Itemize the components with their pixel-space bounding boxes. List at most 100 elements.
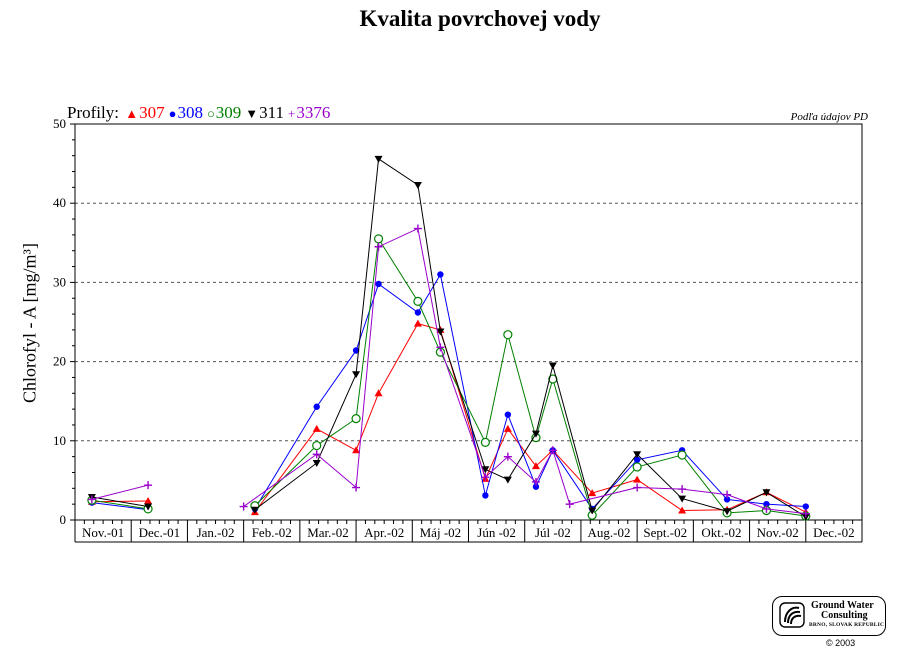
data-point-3376 [565,500,574,509]
data-point-308 [532,483,540,490]
data-point-309 [351,414,361,424]
data-point-3376 [144,481,153,490]
x-tick-label: Aug.-02 [588,525,631,540]
x-tick-label: Mar.-02 [307,525,349,540]
x-tick-label: Okt.-02 [701,525,741,540]
legend-series-name: 308 [177,103,203,122]
data-point-311 [588,507,597,515]
data-point-311 [250,506,259,514]
data-point-307 [678,506,687,514]
data-point-3376 [531,477,540,486]
data-point-307 [144,496,153,504]
grid-lines [75,202,862,442]
series-308 [88,271,809,513]
data-point-308 [352,347,360,354]
y-tick-label: 0 [60,512,67,527]
legend-marker: + [288,106,296,121]
series-309 [87,234,811,521]
x-tick-label: Apr.-02 [364,525,404,540]
data-point-307 [531,462,540,470]
data-point-308 [375,280,382,288]
data-point-3376 [413,224,422,233]
series-line-309 [254,237,806,517]
chart-title: Kvalita povrchovej vody [359,6,601,31]
x-tick-label: Dec.-01 [139,525,181,540]
logo-wave-icon [779,602,805,628]
series-line-308 [254,273,806,510]
legend-item-307: ▲307 [125,103,166,122]
legend-series-name: 311 [259,103,285,122]
data-point-309 [413,296,423,307]
x-tick-label: Sept.-02 [643,525,687,540]
legend-item-309: ○309 [207,103,243,122]
data-point-307 [588,489,597,497]
legend-series-name: 307 [139,103,165,122]
data-point-3376 [374,242,383,251]
data-point-3376 [481,473,490,482]
data-point-311 [531,430,540,438]
y-tick-label: 10 [53,433,66,448]
data-point-308 [763,500,770,508]
data-point-311 [413,181,422,189]
x-tick-label: Máj -02 [420,525,462,540]
x-tick-label: Jan.-02 [197,525,235,540]
data-point-3376 [548,446,557,455]
series-line-3376 [91,484,149,500]
data-point-309 [632,462,642,472]
series-307 [87,319,810,516]
data-point-311 [481,466,490,474]
data-point-309 [480,437,490,447]
data-point-308 [723,496,731,503]
data-point-309 [312,440,322,451]
series-3376 [87,224,810,518]
x-tick-label: Júl -02 [535,525,571,540]
data-point-307 [633,475,642,483]
data-point-309 [677,450,687,460]
data-point-3376 [312,450,321,459]
y-tick-label: 50 [53,116,66,131]
data-point-3376 [87,495,96,504]
x-tick-label: Feb.-02 [252,525,292,540]
legend-items: ▲307 ●308 ○309 ▼311 +3376 [125,103,334,122]
data-point-311 [503,476,512,484]
data-point-3376 [723,490,732,499]
data-point-308 [313,403,320,410]
legend-marker: ▼ [245,106,259,121]
legend: Profily: ▲307 ●308 ○309 ▼311 +3376 [67,103,336,123]
data-point-3376 [239,502,248,511]
data-point-311 [633,451,642,459]
data-point-311 [723,508,732,516]
logo-line-2: Consulting [821,610,868,621]
series-line-311 [91,496,149,508]
data-point-308 [633,456,641,464]
legend-marker: ▲ [125,106,139,121]
data-point-3376 [436,343,445,352]
legend-marker: ● [168,106,177,121]
logo-line-1: Ground Water [811,600,874,611]
data-point-3376 [503,452,512,461]
source-note: Podľa údajov PD [790,111,868,123]
x-tick-label: Nov.-01 [82,525,124,540]
legend-series-name: 309 [215,103,242,122]
series-line-311 [254,157,807,518]
logo-line-3: BRNO, SLOVAK REPUBLIC [809,622,885,628]
data-point-311 [678,495,687,503]
data-point-311 [312,459,321,467]
y-axis-label: Chlorofyl - A [mg/m³] [19,243,40,403]
legend-marker: ○ [206,106,215,121]
company-logo: Ground Water Consulting BRNO, SLOVAK REP… [772,596,886,636]
legend-label: Profily: [67,103,119,122]
data-point-308 [482,492,489,499]
series-line-307 [254,322,807,513]
data-point-311 [436,328,445,336]
data-point-307 [352,446,361,454]
x-tick-label: Jún -02 [477,525,516,540]
y-tick-label: 20 [53,354,66,369]
series-lines [87,155,811,521]
data-point-307 [503,424,512,432]
y-tick-label: 30 [53,274,66,289]
data-point-3376 [762,504,771,513]
data-point-308 [802,503,809,510]
data-point-311 [548,362,557,370]
